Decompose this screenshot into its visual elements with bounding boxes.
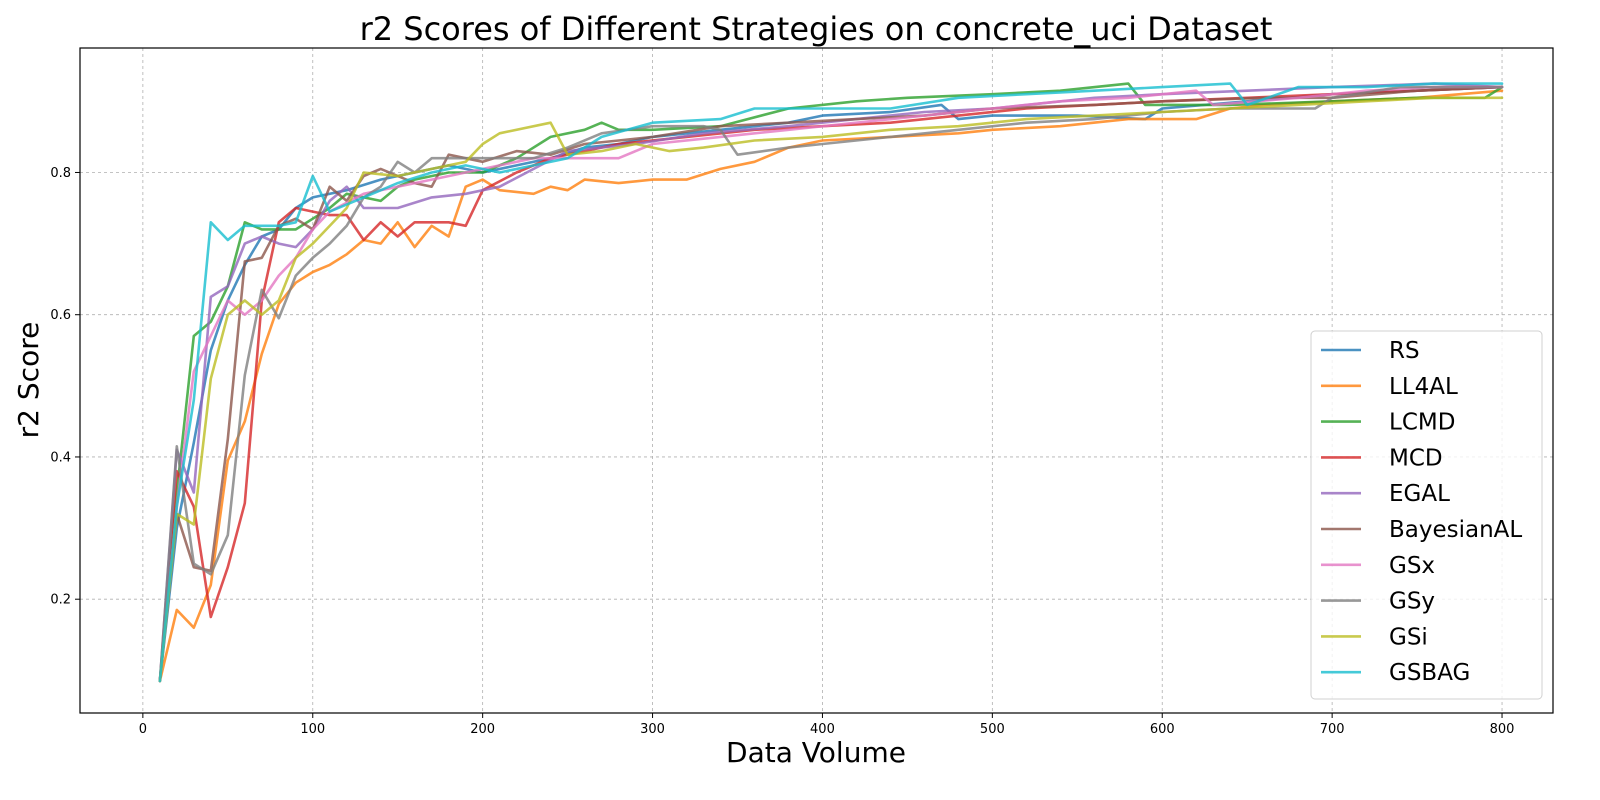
legend-label-mcd: MCD — [1389, 445, 1443, 471]
series-line-ll4al — [158, 89, 1504, 683]
legend-label-bayesianal: BayesianAL — [1389, 517, 1522, 543]
x-tick-label: 600 — [1150, 722, 1175, 737]
legend-box — [1310, 330, 1543, 700]
x-tick-label: 400 — [810, 722, 835, 737]
y-tick-label: 0.8 — [50, 166, 71, 181]
series-line-gsi — [158, 96, 1504, 683]
chart-title: r2 Scores of Different Strategies on con… — [360, 10, 1273, 48]
legend-label-gsy: GSy — [1389, 589, 1435, 615]
x-tick-label: 700 — [1320, 722, 1345, 737]
axis-ticks: 0 100 200 300 400 500 600 700 800 0.2 0.4 0.6 0.8 — [50, 166, 1514, 737]
legend-label-ll4al: LL4AL — [1389, 374, 1458, 400]
x-tick-label: 0 — [139, 722, 147, 737]
legend-label-gsx: GSx — [1389, 553, 1435, 579]
x-axis-label: Data Volume — [726, 736, 906, 769]
y-tick-label: 0.4 — [50, 450, 71, 465]
series-lines — [158, 82, 1504, 683]
x-tick-label: 300 — [640, 722, 665, 737]
x-tick-label: 800 — [1490, 722, 1515, 737]
x-tick-label: 100 — [300, 722, 325, 737]
series-line-egal — [158, 82, 1504, 683]
legend-label-lcmd: LCMD — [1389, 410, 1455, 436]
legend-label-rs: RS — [1389, 338, 1420, 364]
y-axis-label: r2 Score — [12, 322, 45, 439]
legend-label-egal: EGAL — [1389, 481, 1450, 507]
legend-label-gsbag: GSBAG — [1389, 660, 1470, 686]
x-tick-label: 500 — [980, 722, 1005, 737]
y-tick-label: 0.6 — [50, 308, 71, 323]
x-tick-label: 200 — [470, 722, 495, 737]
legend: RS LL4AL LCMD MCD EGAL BayesianAL GSx GSy GSi GSB… — [1310, 330, 1543, 700]
legend-label-gsi: GSi — [1389, 624, 1428, 650]
y-tick-label: 0.2 — [50, 593, 71, 608]
series-line-gsbag — [158, 82, 1504, 683]
series-line-lcmd — [158, 82, 1504, 683]
plot-frame — [79, 47, 1554, 714]
